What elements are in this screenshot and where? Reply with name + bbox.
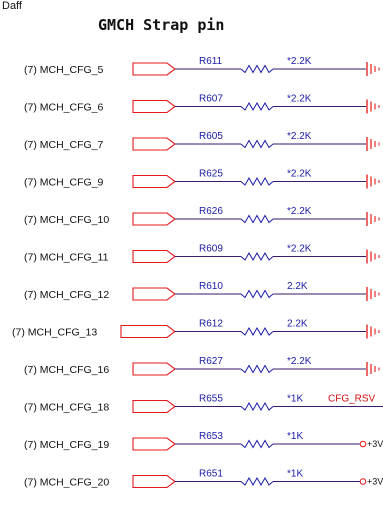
resistor-value: *2.2K [287,56,312,67]
port-connector [132,399,176,414]
power-symbol [359,478,367,485]
resistor-value: *2.2K [287,244,312,255]
port-connector [132,212,176,226]
resistor-symbol [240,289,274,299]
resistor-symbol [240,139,274,149]
power-label: +3V [367,439,383,449]
resistor-value: *1K [287,394,303,405]
signal-label: (7) MCH_CFG_13 [12,327,97,339]
resistor-value: *1K [287,431,303,442]
resistor-value: *2.2K [287,206,312,217]
resistor-ref: R607 [199,94,223,105]
resistor-symbol [240,476,274,487]
resistor-value: *1K [287,469,303,480]
signal-label: (7) MCH_CFG_12 [24,289,109,301]
resistor-symbol [240,326,274,337]
resistor-value: *2.2K [287,94,312,105]
signal-label: (7) MCH_CFG_20 [24,477,109,489]
resistor-ref: R605 [199,131,223,142]
resistor-ref: R612 [199,319,223,330]
resistor-symbol [240,251,274,262]
port-connector [132,362,176,376]
resistor-ref: R651 [199,469,223,480]
port-connector [132,174,176,189]
signal-label: (7) MCH_CFG_18 [24,402,109,414]
resistor-ref: R626 [199,206,223,217]
resistor-symbol [240,64,274,74]
diagram-title: GMCH Strap pin [98,16,224,34]
port-connector [132,249,176,264]
signal-label: (7) MCH_CFG_9 [24,177,104,189]
signal-label: (7) MCH_CFG_19 [24,439,109,451]
port-connector [132,437,176,451]
signal-label: (7) MCH_CFG_7 [24,139,104,151]
resistor-ref: R625 [199,169,223,180]
resistor-symbol [240,214,274,224]
resistor-ref: R609 [199,244,223,255]
port-connector [132,62,176,76]
port-connector [132,474,176,489]
port-connector [132,99,176,114]
resistor-symbol [240,401,274,412]
corner-label: Daff [2,0,23,12]
port-connector [120,324,176,339]
resistor-symbol [240,101,274,112]
port-connector [132,287,176,301]
resistor-symbol [240,439,274,449]
signal-label: (7) MCH_CFG_10 [24,214,109,226]
resistor-ref: R627 [199,356,223,367]
port-connector [132,137,176,151]
resistor-ref: R653 [199,431,223,442]
resistor-symbol [240,364,274,374]
resistor-value: 2.2K [287,319,308,330]
power-symbol [359,440,367,448]
resistor-ref: R610 [199,281,223,292]
signal-label: (7) MCH_CFG_6 [24,102,104,114]
resistor-value: *2.2K [287,169,312,180]
resistor-ref: R611 [199,56,223,67]
net-label: CFG_RSV [328,394,376,405]
power-label: +3V [367,477,383,487]
resistor-symbol [240,176,274,187]
resistor-value: 2.2K [287,281,308,292]
resistor-value: *2.2K [287,356,312,367]
signal-label: (7) MCH_CFG_11 [24,252,109,264]
signal-label: (7) MCH_CFG_16 [24,364,109,376]
resistor-ref: R655 [199,394,223,405]
strap-rows: (7) MCH_CFG_5 R611 *2.2K (7) MCH_CFG_6 R607 *… [12,56,383,489]
signal-label: (7) MCH_CFG_5 [24,64,104,76]
resistor-value: *2.2K [287,131,312,142]
